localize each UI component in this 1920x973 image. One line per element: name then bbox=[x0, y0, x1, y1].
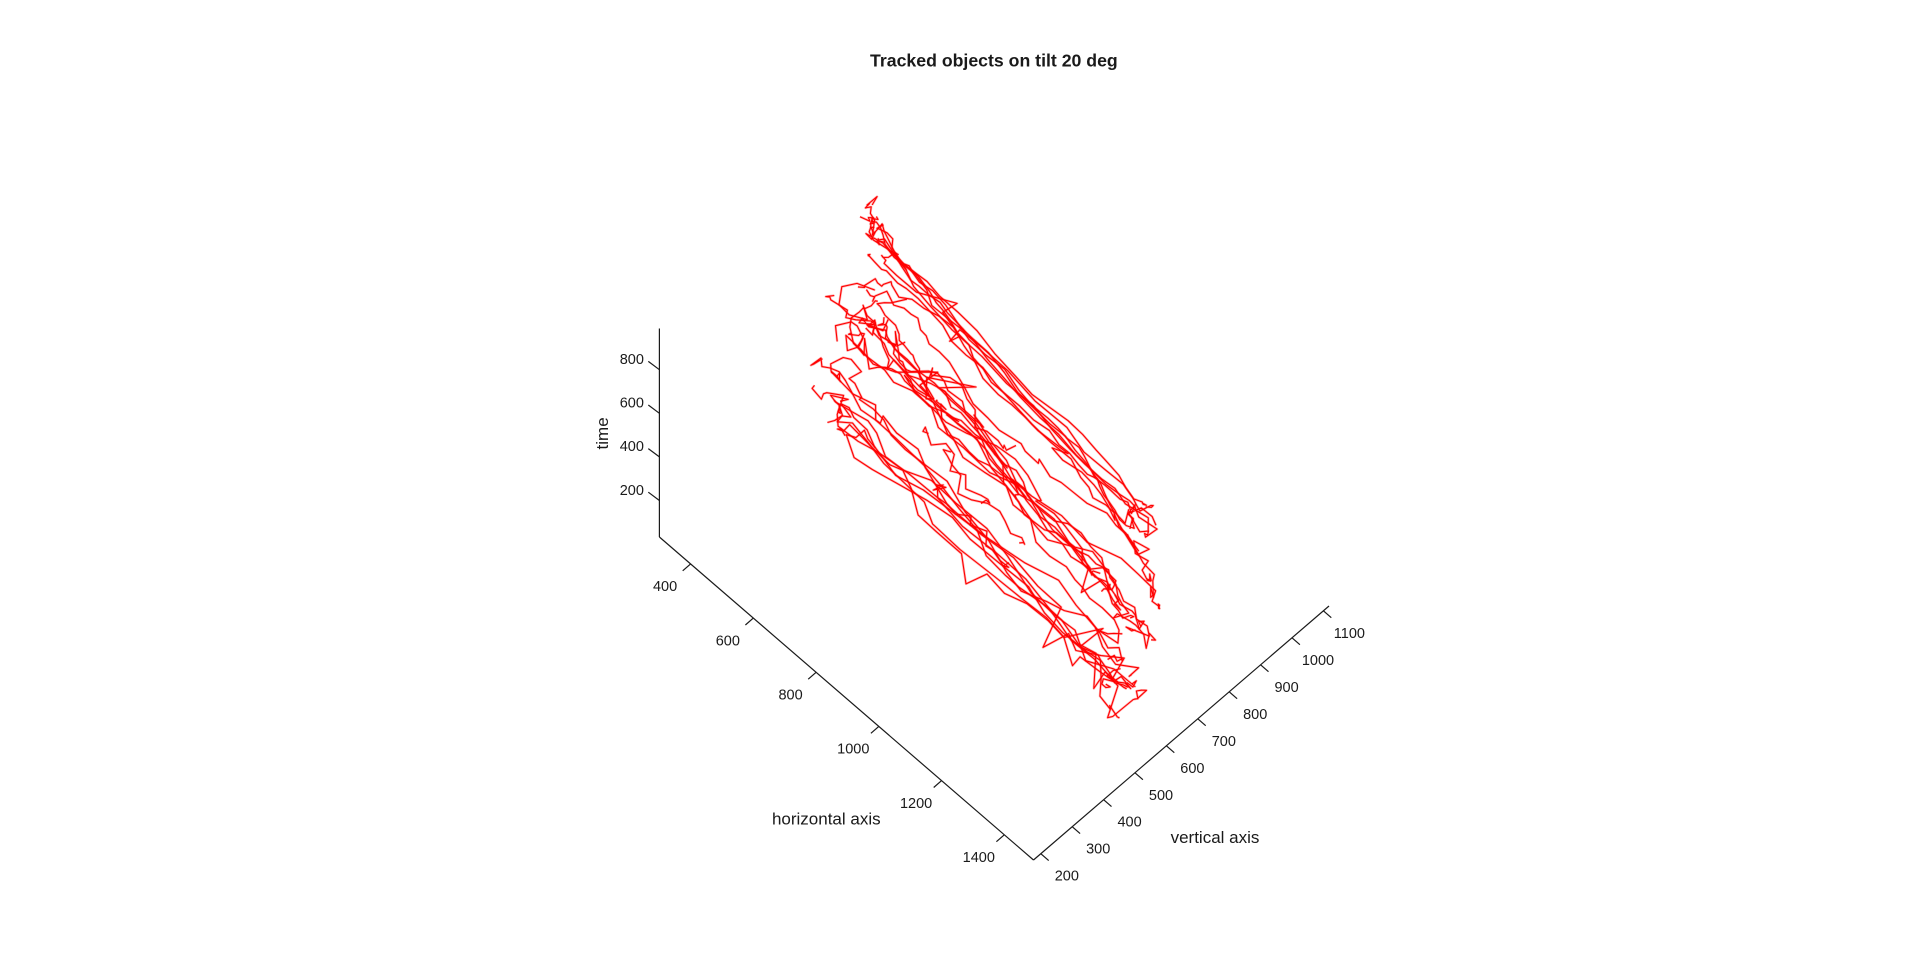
svg-text:900: 900 bbox=[1274, 680, 1298, 696]
svg-text:400: 400 bbox=[620, 439, 644, 455]
svg-text:600: 600 bbox=[1180, 761, 1204, 777]
svg-text:time: time bbox=[593, 417, 612, 449]
svg-text:600: 600 bbox=[716, 633, 740, 649]
svg-text:vertical axis: vertical axis bbox=[1171, 828, 1260, 847]
svg-text:800: 800 bbox=[778, 688, 802, 704]
svg-text:700: 700 bbox=[1212, 734, 1236, 750]
svg-text:200: 200 bbox=[1055, 869, 1079, 885]
svg-text:800: 800 bbox=[620, 352, 644, 368]
svg-text:300: 300 bbox=[1086, 842, 1110, 858]
svg-text:1000: 1000 bbox=[837, 742, 869, 758]
svg-text:200: 200 bbox=[620, 483, 644, 499]
svg-text:600: 600 bbox=[620, 396, 644, 412]
svg-text:400: 400 bbox=[653, 579, 677, 595]
svg-text:1000: 1000 bbox=[1302, 653, 1334, 669]
svg-text:500: 500 bbox=[1149, 788, 1173, 804]
svg-text:Tracked objects on tilt 20 deg: Tracked objects on tilt 20 deg bbox=[870, 51, 1118, 71]
svg-text:horizontal axis: horizontal axis bbox=[772, 809, 881, 828]
svg-text:400: 400 bbox=[1117, 815, 1141, 831]
svg-text:1400: 1400 bbox=[963, 850, 995, 866]
svg-text:800: 800 bbox=[1243, 707, 1267, 723]
svg-text:1100: 1100 bbox=[1334, 626, 1365, 642]
svg-text:1200: 1200 bbox=[900, 796, 932, 812]
